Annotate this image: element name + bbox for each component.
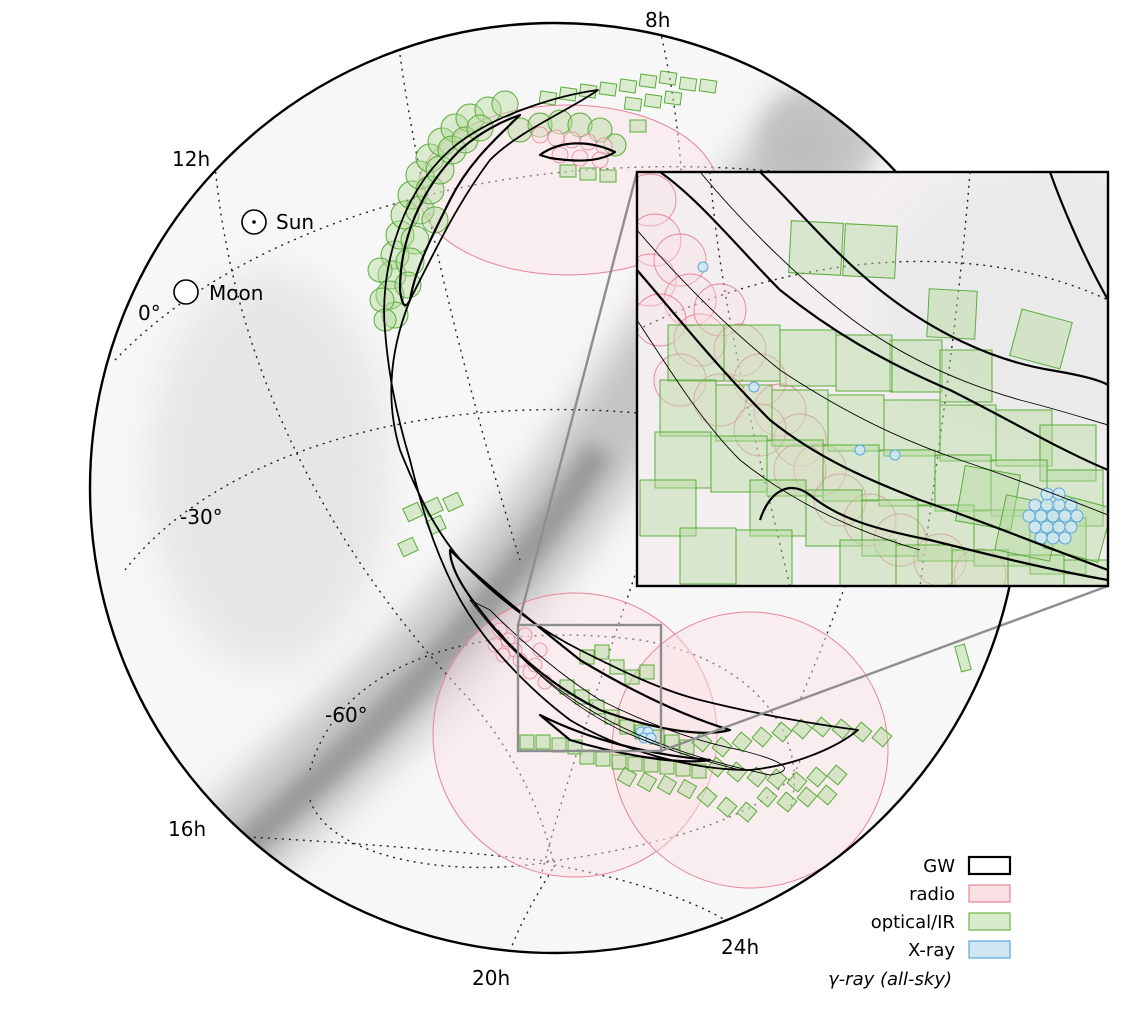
sun-label: Sun (276, 210, 314, 234)
gw-contour-thin (497, 629, 741, 771)
radio-region (432, 592, 718, 878)
inset-border (635, 170, 1110, 588)
legend-label-gw: GW (923, 856, 955, 877)
inset-connector (516, 171, 639, 626)
moon-marker: Moon (173, 279, 263, 305)
moon-icon (173, 279, 199, 305)
ra-label-20h: 20h (472, 966, 510, 990)
legend-label-gamma: γ-ray (all-sky) (828, 969, 952, 990)
gw-contour-thin (469, 599, 785, 776)
gw-contour-inner (538, 142, 617, 162)
gw-contour-outer (383, 89, 859, 771)
optical-tiles-south (397, 491, 972, 823)
legend-swatch-gw (967, 855, 1012, 876)
inset-indicator (516, 171, 1109, 753)
legend-swatch-radio (968, 884, 1011, 903)
legend-label-optical: optical/IR (871, 912, 955, 933)
coordinate-labels: 8h 12h 16h 20h 24h 0° -30° -60° (138, 8, 759, 990)
moon-label: Moon (209, 281, 263, 305)
ra-label-24h: 24h (721, 935, 759, 959)
sun-marker: Sun (241, 209, 314, 235)
legend-swatch-xray (968, 940, 1011, 959)
ra-label-16h: 16h (168, 817, 206, 841)
legend-label-xray: X-ray (908, 940, 955, 961)
dec-label-60: -60° (325, 703, 368, 727)
legend: GW radio optical/IR X-ray γ-ray (all-sky… (828, 855, 1012, 990)
inset-source-box (516, 623, 663, 753)
legend-label-radio: radio (909, 884, 955, 905)
inset-connector (660, 584, 1109, 753)
dec-label-30: -30° (180, 505, 223, 529)
ra-label-8h: 8h (645, 8, 670, 32)
gw-contour-inner (448, 548, 732, 734)
dec-label-0: 0° (138, 301, 161, 325)
gw-contours (383, 89, 859, 776)
gw-contour-inner (398, 113, 522, 307)
legend-swatch-optical (968, 912, 1011, 931)
ra-label-12h: 12h (172, 147, 210, 171)
inset-panel (635, 170, 1110, 588)
milky-way-core (219, 441, 613, 872)
